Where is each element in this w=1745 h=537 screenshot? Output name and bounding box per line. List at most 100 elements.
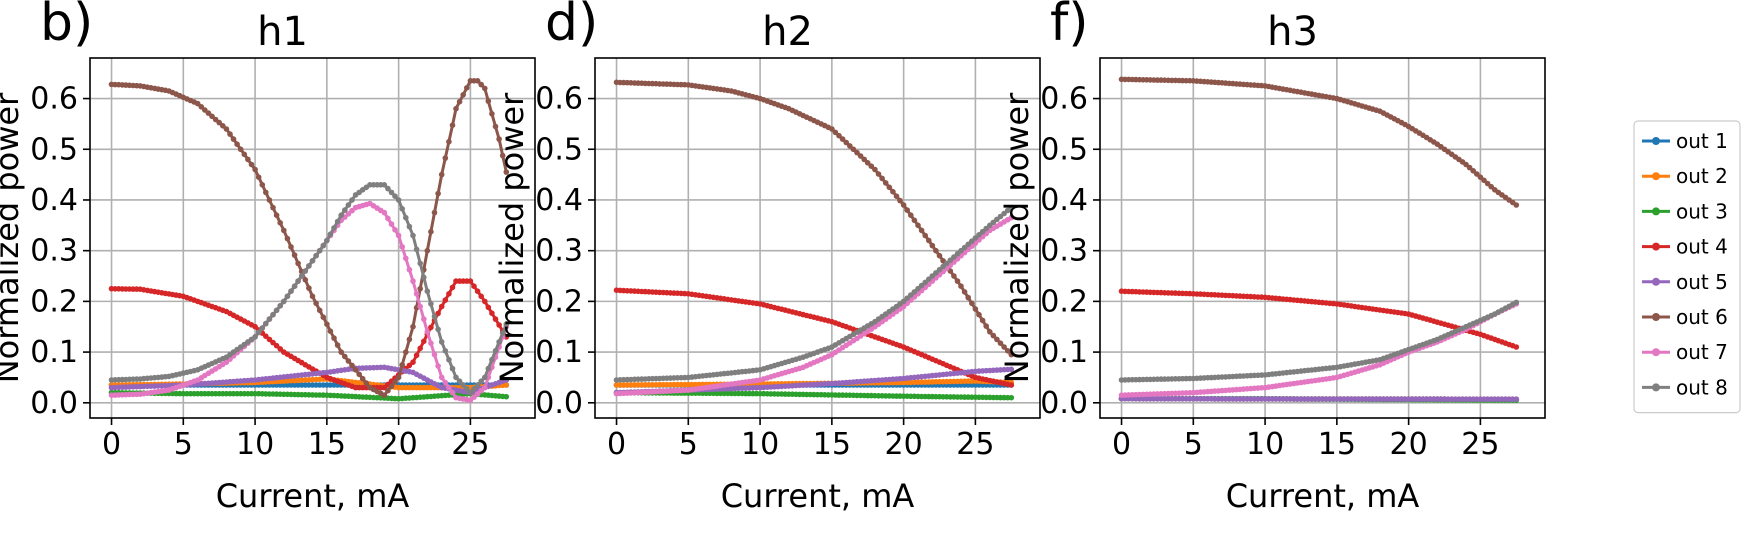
series-point xyxy=(474,78,481,84)
series-point xyxy=(832,129,839,136)
series-point xyxy=(331,225,337,231)
series-point xyxy=(291,283,298,290)
y-tick-label: 0.3 xyxy=(1040,234,1088,269)
series-point xyxy=(338,212,345,218)
series-point xyxy=(1008,366,1015,373)
series-point xyxy=(979,317,986,324)
series-point xyxy=(223,126,230,132)
series-point xyxy=(958,247,964,254)
legend-label: out 5 xyxy=(1676,270,1728,294)
series-point xyxy=(442,155,449,161)
x-tick-label: 10 xyxy=(1246,427,1284,462)
y-tick-label: 0.2 xyxy=(30,284,78,319)
series-point xyxy=(385,185,391,192)
series-point xyxy=(431,313,438,320)
series-point xyxy=(972,235,979,241)
series-point xyxy=(320,242,327,249)
series-point xyxy=(911,289,918,295)
series-point xyxy=(951,254,957,260)
series-point xyxy=(915,285,921,292)
series-point xyxy=(302,277,309,283)
y-tick-label: 0.6 xyxy=(30,82,78,117)
series-point xyxy=(410,359,416,366)
series-point xyxy=(1001,344,1007,350)
series-point xyxy=(306,263,312,269)
series-point xyxy=(421,316,427,322)
series-point xyxy=(926,237,932,244)
series-point xyxy=(890,188,896,195)
series-point xyxy=(277,220,284,226)
plot-area xyxy=(1118,76,1520,404)
legend-label: out 8 xyxy=(1676,375,1728,399)
legend-item: out 7 xyxy=(1642,340,1728,364)
series-point xyxy=(1513,344,1520,350)
series-point xyxy=(969,300,975,307)
legend-swatch-marker xyxy=(1652,172,1660,181)
series-point xyxy=(349,197,355,203)
panel-title: h3 xyxy=(1267,9,1318,55)
series-point xyxy=(428,324,434,331)
y-tick-label: 0.3 xyxy=(535,234,583,269)
legend-label: out 4 xyxy=(1676,235,1728,259)
series-line xyxy=(616,288,1012,387)
series-point xyxy=(270,204,276,211)
series-point xyxy=(460,382,467,388)
series-point xyxy=(485,365,492,372)
series-point xyxy=(482,384,488,391)
series-point xyxy=(908,212,914,218)
series-point xyxy=(399,362,406,368)
plot-area xyxy=(613,79,1015,401)
y-tick-label: 0.4 xyxy=(30,183,78,218)
x-axis-label: Current, mA xyxy=(1226,477,1420,515)
series-point xyxy=(395,197,402,203)
series-point xyxy=(410,323,416,330)
series-point xyxy=(273,212,280,218)
series-point xyxy=(503,382,510,388)
legend-label: out 1 xyxy=(1676,129,1728,153)
series-point xyxy=(918,227,925,234)
series-point xyxy=(997,340,1004,347)
series-point xyxy=(489,356,495,363)
legend: out 1 out 2 out 3 out 4 out 5 out 6 out 7 out 8 xyxy=(1633,120,1741,414)
x-tick-label: 5 xyxy=(1184,427,1203,462)
legend-swatch-marker xyxy=(1652,207,1660,216)
legend-label: out 6 xyxy=(1676,305,1728,329)
series-point xyxy=(388,221,395,227)
series-point xyxy=(342,353,348,360)
series-point xyxy=(220,123,226,129)
series-point xyxy=(194,100,201,107)
series-point xyxy=(306,285,312,291)
x-tick-label: 20 xyxy=(1390,427,1428,462)
plot-frame xyxy=(1099,57,1546,419)
series-point xyxy=(933,270,939,276)
y-tick-label: 0.6 xyxy=(1040,82,1088,117)
series-point xyxy=(424,288,431,295)
series-point xyxy=(499,152,506,159)
series-point xyxy=(431,351,438,358)
series-point xyxy=(435,326,441,333)
series-point xyxy=(496,322,502,328)
series-point xyxy=(474,382,481,388)
series-point xyxy=(255,329,262,336)
series-point xyxy=(417,260,424,267)
series-point xyxy=(252,166,258,173)
series-point xyxy=(474,288,481,295)
series-out-8 xyxy=(1118,299,1520,383)
series-point xyxy=(922,232,928,239)
series-point xyxy=(399,206,406,212)
series-point xyxy=(327,231,334,237)
series-point xyxy=(854,149,860,156)
series-point xyxy=(961,289,968,295)
series-point xyxy=(399,244,406,250)
series-point xyxy=(277,303,284,309)
series-point xyxy=(994,336,1000,343)
series-point xyxy=(478,378,485,385)
series-point xyxy=(839,136,846,142)
series-point xyxy=(456,98,463,105)
series-point xyxy=(421,338,427,345)
series-out-5 xyxy=(1118,395,1520,403)
series-point xyxy=(381,182,388,188)
series-point xyxy=(406,223,413,230)
series-point xyxy=(324,321,330,328)
series-point xyxy=(266,197,273,203)
